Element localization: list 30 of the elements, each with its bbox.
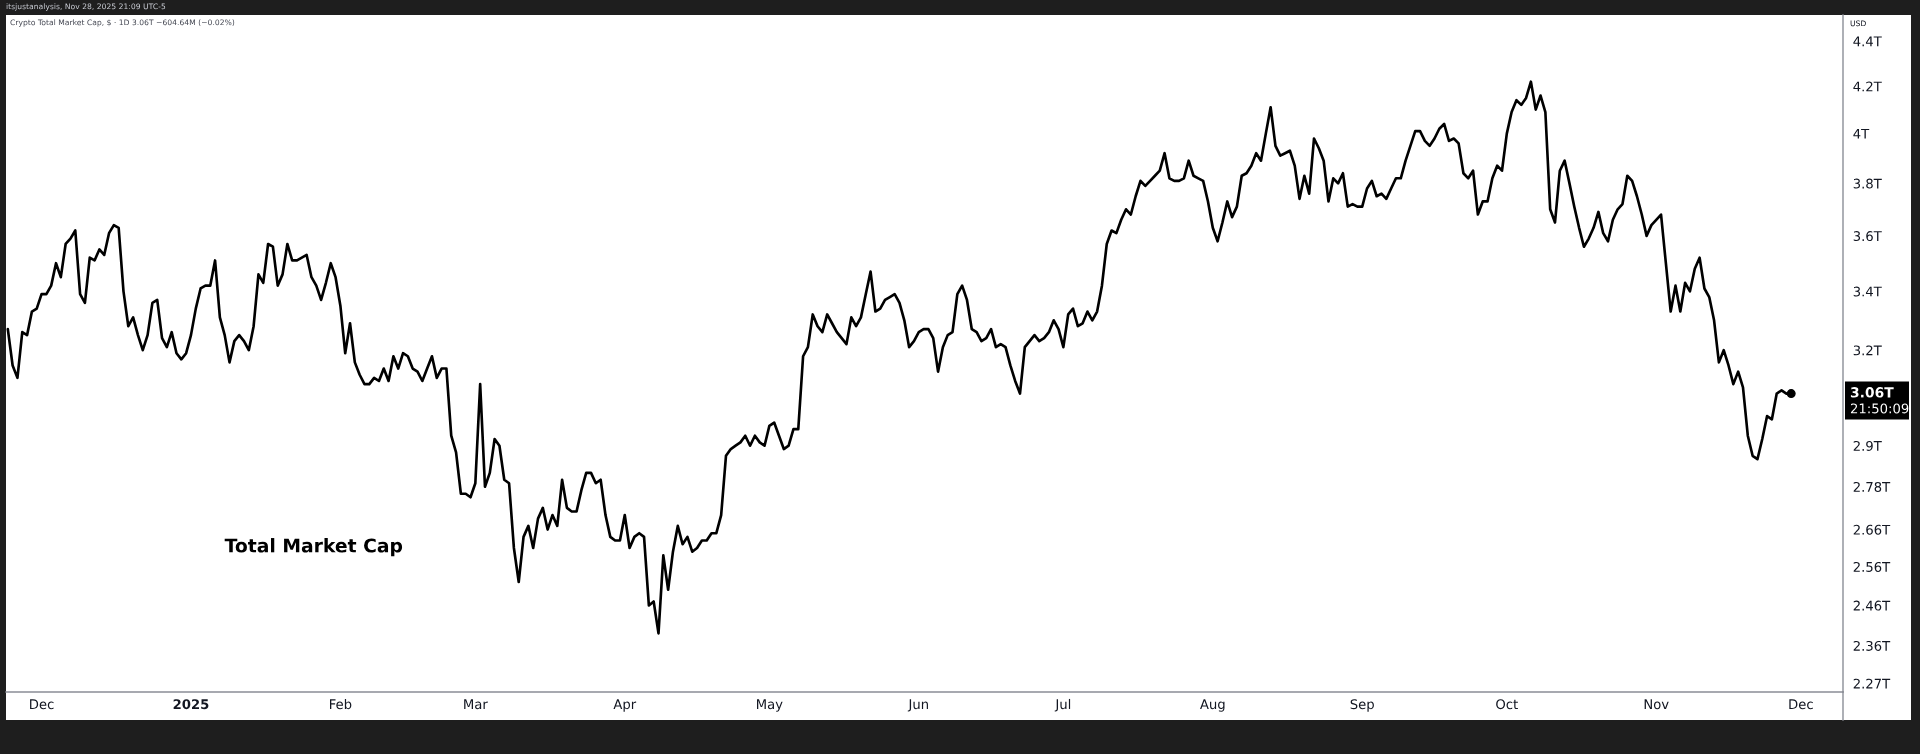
y-tick-label: 2.9T (1853, 440, 1882, 451)
y-tick-label: 2.36T (1853, 640, 1891, 651)
y-tick-label: 2.78T (1853, 481, 1891, 492)
y-tick-label: 2.66T (1853, 524, 1891, 535)
y-tick-label: 4.4T (1853, 36, 1882, 47)
x-tick-label: Jun (907, 699, 928, 712)
y-tick-label: 3.4T (1853, 286, 1882, 297)
x-tick-label: Mar (464, 699, 488, 710)
y-tick-label: 4.2T (1853, 81, 1882, 92)
y-tick-label: 2.56T (1853, 561, 1891, 572)
text: Total Market Cap (224, 538, 403, 557)
x-tick-label: May (757, 699, 783, 712)
x-tick-label: Dec (1789, 699, 1813, 710)
x-tick-label: Oct (1496, 699, 1518, 710)
y-tick-label: 2.46T (1853, 600, 1891, 611)
x-tick-label: Sep (1350, 699, 1374, 712)
y-tick-label: 3.2T (1853, 345, 1882, 356)
text: 3.06T (1850, 387, 1894, 398)
y-tick-label: 3.8T (1853, 178, 1882, 189)
y-tick-label: 4T (1853, 129, 1870, 139)
x-tick-label: Dec (30, 699, 54, 710)
text: 21:50:09 (1850, 403, 1909, 414)
x-tick-label: 2025 (173, 699, 209, 710)
y-tick-label: 3.6T (1853, 231, 1882, 242)
x-tick-label: Nov (1644, 699, 1669, 710)
x-tick-label: Aug (1200, 699, 1225, 712)
x-tick-label: Jul (1054, 698, 1071, 712)
y-tick-label: 2.27T (1853, 678, 1891, 689)
x-tick-label: Feb (330, 698, 352, 710)
x-tick-label: Apr (613, 699, 637, 712)
